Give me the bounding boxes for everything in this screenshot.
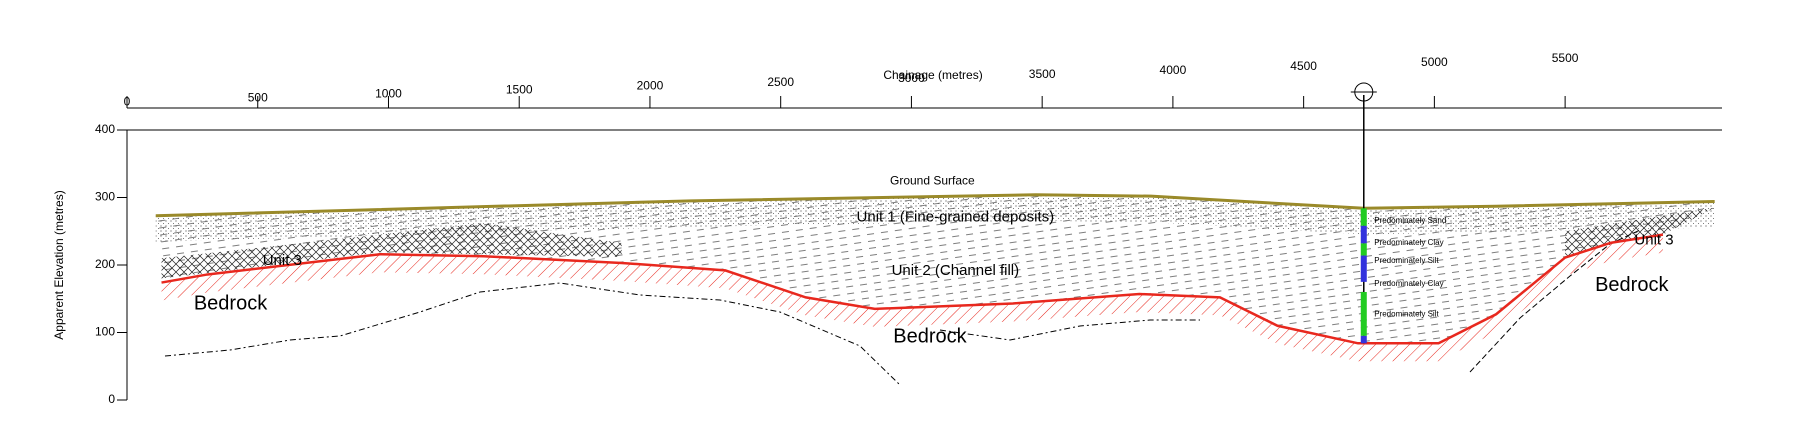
borehole-log — [1360, 243, 1367, 256]
y-tick-label: 400 — [95, 122, 115, 136]
borehole-log — [1360, 255, 1367, 282]
x-tick-label: 3500 — [1029, 67, 1056, 81]
annotation: Unit 3 — [1634, 232, 1673, 249]
x-tick-label: 4500 — [1290, 59, 1317, 73]
surface-line — [155, 193, 1715, 218]
borehole-log — [1360, 292, 1367, 336]
dashed-contact — [939, 319, 1200, 341]
annotation: Predominately Sand — [1374, 216, 1446, 225]
dashed-contact — [164, 282, 901, 386]
x-tick-label: 5500 — [1552, 51, 1579, 65]
x-tick-label: 500 — [248, 90, 268, 104]
unit3-fill — [161, 223, 622, 279]
x-tick-label: 5000 — [1421, 55, 1448, 69]
series-label: Ground Surface — [890, 173, 975, 187]
surface-line — [161, 233, 1664, 345]
x-tick-label: 0 — [124, 94, 131, 108]
x-axis-label: Chainage (metres) — [883, 68, 982, 82]
y-tick-label: 200 — [95, 257, 115, 271]
annotation: Predominately Clay — [1374, 238, 1443, 247]
x-tick-label: 2000 — [637, 79, 664, 93]
x-tick-label: 1500 — [506, 83, 533, 97]
y-tick-label: 100 — [95, 325, 115, 339]
annotation: Unit 1 (Fine-grained deposits) — [857, 209, 1055, 226]
borehole-log — [1360, 208, 1367, 226]
series-label: Bedrock — [893, 326, 967, 348]
x-tick-label: 4000 — [1160, 63, 1187, 77]
annotation: Predominately Clay — [1374, 279, 1443, 288]
annotation: Bedrock — [194, 292, 268, 314]
annotation: Predominately Silt — [1374, 256, 1439, 265]
bedrock-fill — [161, 234, 1663, 362]
x-tick-label: 2500 — [767, 75, 794, 89]
borehole-log — [1360, 335, 1367, 344]
x-tick-label: 1000 — [375, 87, 402, 101]
annotation: Bedrock — [1595, 274, 1669, 296]
y-tick-label: 300 — [95, 190, 115, 204]
annotation: Unit 3 — [263, 252, 302, 269]
annotation: Unit 2 (Channel fill) — [892, 262, 1020, 279]
y-axis-label: Apparent Elevation (metres) — [52, 190, 66, 339]
dashed-contact — [1469, 229, 1641, 373]
annotation: Predominately Silt — [1374, 309, 1439, 318]
y-tick-label: 0 — [108, 392, 115, 406]
x-tick-label: 3000 — [898, 71, 925, 85]
borehole-log — [1360, 225, 1367, 244]
